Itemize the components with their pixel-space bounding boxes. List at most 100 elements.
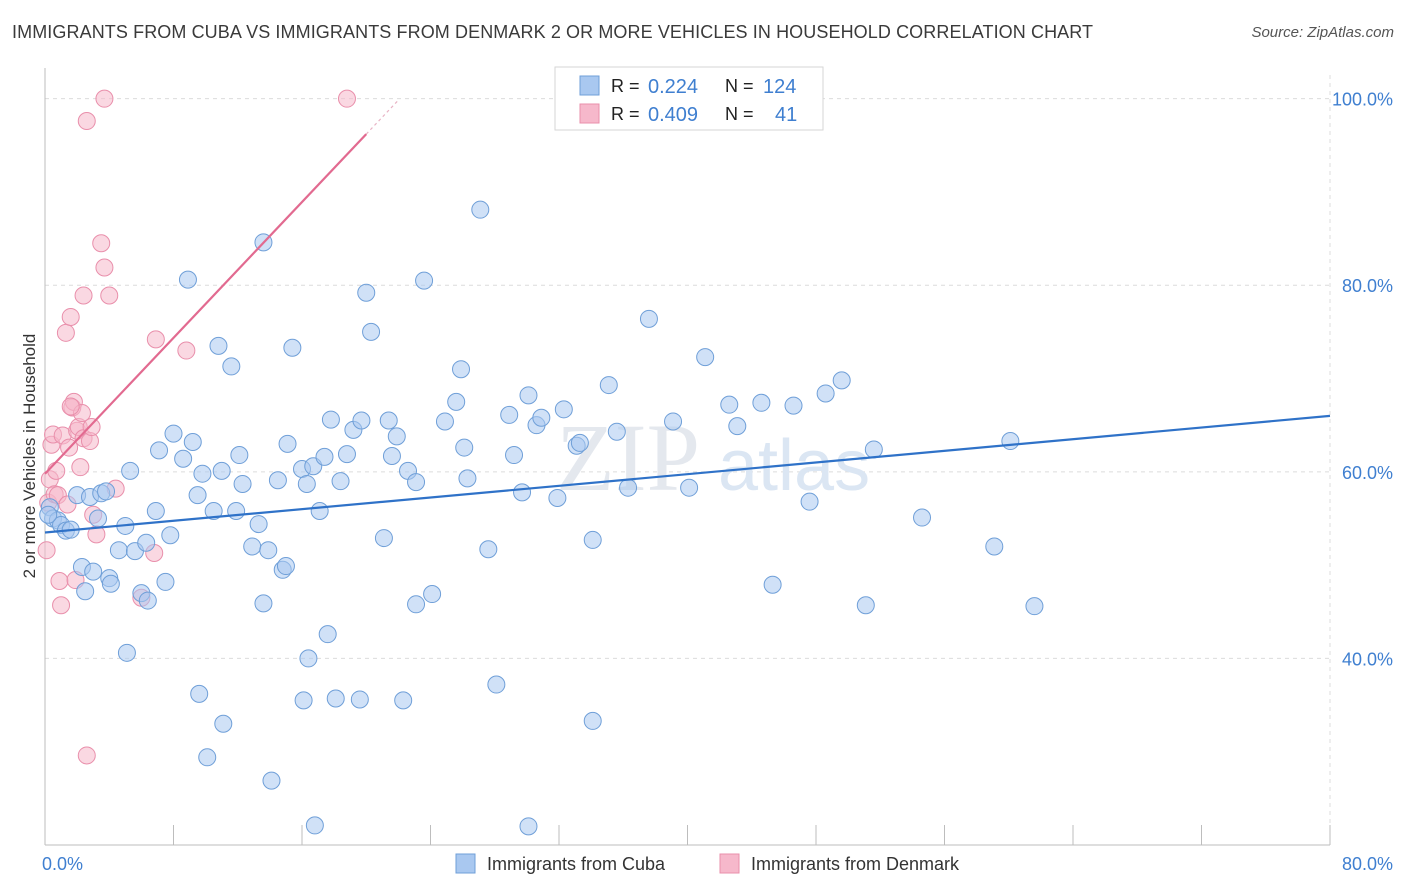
cuba-point [326,689,345,708]
cuba-point [570,433,589,452]
cuba-point [89,509,108,528]
cuba-point [513,483,532,502]
cuba-point [259,541,278,560]
correlation-legend-frame [554,66,824,131]
x-tick-label-max: 80.0% [1342,854,1393,874]
cuba-r-label: R = [611,76,640,96]
cuba-point [294,691,313,710]
cuba-point [407,473,426,492]
cuba-point [435,412,454,431]
cuba-point [452,360,471,379]
cuba-point [146,502,165,521]
cuba-point [214,714,233,733]
cuba-point [832,371,851,390]
x-tick-label-min: 0.0% [42,854,83,874]
cuba-point [362,322,381,341]
cuba-point [121,461,140,480]
cuba-points [39,200,1044,836]
cuba-point [150,441,169,460]
cuba-n-value: 124 [763,76,796,98]
denmark-point [50,571,69,590]
denmark-point [52,596,71,615]
denmark-point [74,286,93,305]
cuba-point [278,434,297,453]
cuba-point [283,338,302,357]
cuba-point [188,486,207,505]
denmark-point [77,112,96,131]
cuba-point [1025,597,1044,616]
cuba-point [222,357,241,376]
cuba-point [763,575,782,594]
cuba-point [190,684,209,703]
cuba-point [548,488,567,507]
denmark-point [337,89,356,108]
cuba-point [913,508,932,527]
cuba-point [479,540,498,559]
denmark-swatch [579,103,600,124]
cuba-point [532,408,551,427]
cuba-point [297,474,316,493]
legend-cuba-label: Immigrants from Cuba [487,854,666,874]
denmark-point [92,234,111,253]
cuba-point [784,396,803,415]
cuba-point [337,445,356,464]
cuba-point [554,400,573,419]
denmark-r-label: R = [611,104,640,124]
cuba-point [254,594,273,613]
legend-cuba-swatch [455,853,476,874]
denmark-point [95,258,114,277]
denmark-point [177,341,196,360]
cuba-point [76,582,95,601]
cuba-point [209,336,228,355]
cuba-point [243,537,262,556]
cuba-point [447,392,466,411]
cuba-point [310,502,329,521]
axes [44,68,1331,846]
cuba-point [331,472,350,491]
cuba-point [407,595,426,614]
source-credit: Source: ZipAtlas.com [1251,24,1394,41]
cuba-point [198,748,217,767]
cuba-point [487,675,506,694]
cuba-point [505,446,524,465]
cuba-point [519,817,538,836]
chart-title: IMMIGRANTS FROM CUBA VS IMMIGRANTS FROM … [12,22,1094,42]
denmark-point [100,286,119,305]
cuba-point [387,427,406,446]
y-tick-label: 60.0% [1342,463,1393,483]
correlation-legend: R = 0.224 N = 124 R = 0.409 N = 41 [554,66,824,131]
denmark-trend-line [44,133,368,475]
denmark-point [146,330,165,349]
cuba-point [212,461,231,480]
cuba-point [423,585,442,604]
cuba-point [227,502,246,521]
cuba-point [599,376,618,395]
cuba-point [138,591,157,610]
cuba-point [619,478,638,497]
cuba-point [230,446,249,465]
cuba-point [109,541,128,560]
denmark-point [37,541,56,560]
cuba-point [1001,432,1020,451]
cuba-point [800,492,819,511]
cuba-point [455,438,474,457]
cuba-point [583,530,602,549]
cuba-point [352,411,371,430]
cuba-point [680,478,699,497]
cuba-point [262,771,281,790]
series-legend: Immigrants from Cuba Immigrants from Den… [455,853,960,874]
cuba-point [471,200,490,219]
y-tick-label: 80.0% [1342,276,1393,296]
cuba-point [374,529,393,548]
legend-denmark-swatch [719,853,740,874]
trend-lines [44,99,1331,534]
cuba-point [204,502,223,521]
cuba-point [458,469,477,488]
cuba-point [117,643,136,662]
denmark-point [47,461,66,480]
denmark-point [77,746,96,765]
watermark-atlas: atlas [718,426,870,506]
cuba-point [752,393,771,412]
cuba-point [607,422,626,441]
y-tick-label: 100.0% [1332,90,1393,110]
